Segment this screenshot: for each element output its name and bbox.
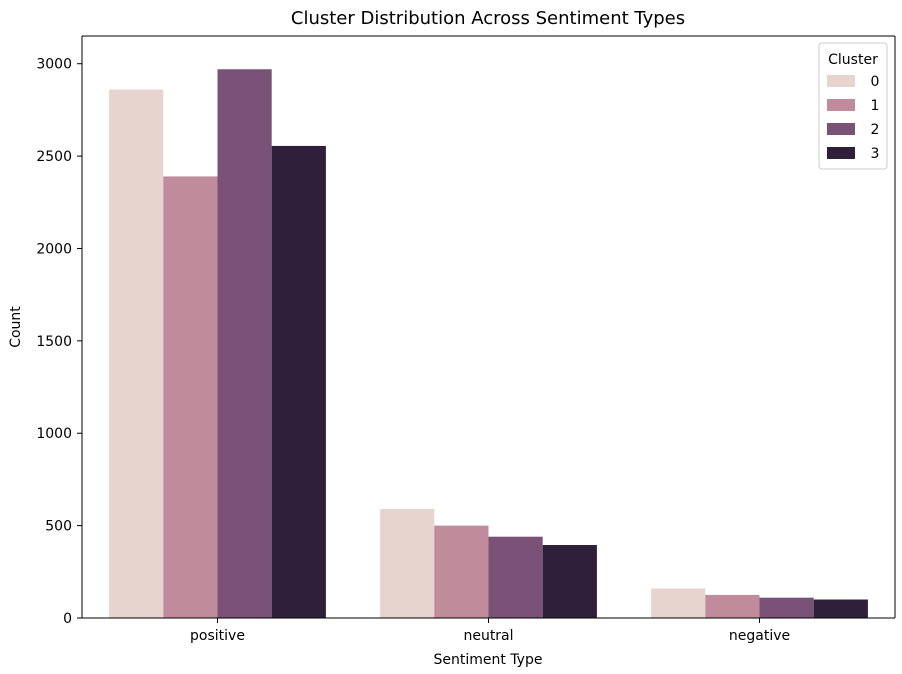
bar-positive-cluster-0: [109, 89, 164, 618]
y-tick-label: 0: [63, 611, 72, 627]
y-tick-label: 1500: [36, 334, 72, 350]
legend-label-0: 0: [871, 74, 880, 90]
legend-label-3: 3: [871, 146, 880, 162]
bar-neutral-cluster-1: [434, 525, 489, 618]
y-tick-label: 2000: [36, 241, 72, 257]
bar-neutral-cluster-3: [542, 545, 597, 618]
plot-area: 0 500 1000 1500 2000 2500 3000 positive neutral n…: [36, 35, 896, 644]
x-axis-label: Sentiment Type: [434, 652, 543, 668]
x-tick-label-positive: positive: [190, 628, 245, 644]
legend-title: Cluster: [828, 52, 878, 68]
bar-positive-cluster-2: [217, 69, 272, 618]
chart-title: Cluster Distribution Across Sentiment Ty…: [291, 8, 685, 29]
legend-swatch-1: [827, 99, 855, 111]
legend-label-2: 2: [871, 122, 880, 138]
y-tick-label: 500: [45, 519, 72, 535]
y-tick-label: 3000: [36, 57, 72, 73]
bar-negative-cluster-1: [705, 594, 760, 618]
bar-negative-cluster-3: [813, 599, 868, 618]
bar-positive-cluster-1: [163, 176, 218, 619]
y-tick-label: 1000: [36, 426, 72, 442]
bar-negative-cluster-2: [759, 597, 814, 618]
y-tick-label: 2500: [36, 149, 72, 165]
bar-neutral-cluster-2: [488, 536, 543, 618]
legend: Cluster 0 1 2 3: [818, 42, 888, 170]
y-axis-label: Count: [8, 306, 24, 348]
bar-negative-cluster-0: [651, 588, 706, 618]
x-tick-label-neutral: neutral: [463, 628, 513, 644]
legend-swatch-2: [827, 123, 855, 135]
bar-positive-cluster-3: [271, 145, 326, 618]
legend-label-1: 1: [871, 98, 880, 114]
bar-neutral-cluster-0: [380, 508, 435, 618]
legend-swatch-0: [827, 75, 855, 87]
x-tick-label-negative: negative: [729, 628, 790, 644]
legend-swatch-3: [827, 147, 855, 159]
